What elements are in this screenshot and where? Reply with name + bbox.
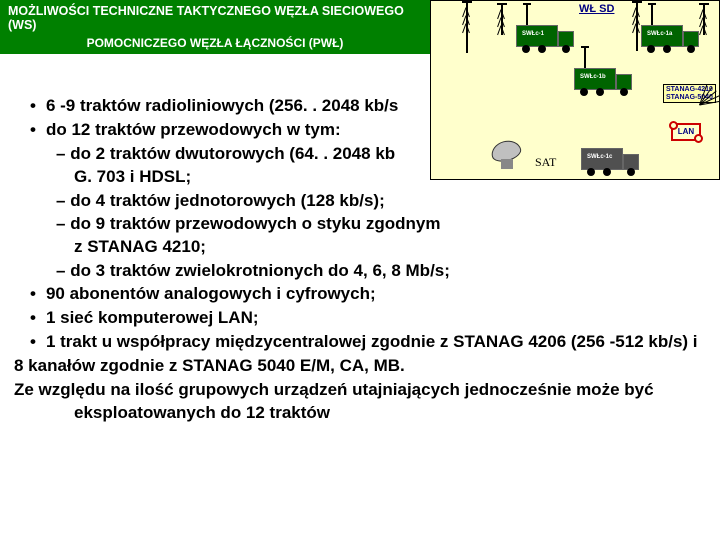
truck-label: SWŁc-1a — [647, 31, 672, 37]
bullet-l1-7: 1 sieć komputerowej LAN; — [14, 306, 706, 330]
diagram-title: WŁ SD — [579, 3, 614, 15]
slide-header: MOŻLIWOŚCI TECHNICZNE TAKTYCZNEGO WĘZŁA … — [0, 0, 430, 54]
bullet-text: 1 trakt u współpracy międzycentralowej z… — [14, 332, 698, 375]
truck-icon-3: SWŁc-1c — [581, 144, 641, 174]
header-line-2: POMOCNICZEGO WĘZŁA ŁĄCZNOŚCI (PWŁ) — [8, 36, 422, 50]
bullet-l1-6: 90 abonentów analogowych i cyfrowych; — [14, 282, 706, 306]
final-paragraph: Ze względu na ilość grupowych urządzeń u… — [14, 378, 706, 425]
antenna-mast-1 — [501, 5, 503, 35]
header-line-1: MOŻLIWOŚCI TECHNICZNE TAKTYCZNEGO WĘZŁA … — [8, 4, 422, 32]
bullet-text: do 12 traktów przewodowych w tym: — [46, 120, 341, 139]
bullet-text: 6 -9 traktów radioliniowych (256. . 2048… — [46, 96, 398, 115]
bullet-text: 90 abonentów analogowych i cyfrowych; — [46, 284, 376, 303]
network-diagram: WŁ SD SWŁc-1SWŁc-1aSWŁc-1bSWŁc-1cSATLANS… — [430, 0, 720, 180]
truck-label: SWŁc-1b — [580, 74, 606, 80]
truck-icon-2: SWŁc-1b — [574, 64, 634, 94]
bullet-l2-3: do 4 traktów jednotorowych (128 kb/s); — [14, 189, 706, 212]
bullet-l1-8: 1 trakt u współpracy międzycentralowej z… — [14, 330, 706, 378]
truck-icon-1: SWŁc-1a — [641, 21, 701, 51]
bullet-text: 1 sieć komputerowej LAN; — [46, 308, 259, 327]
sat-label: SAT — [535, 155, 556, 170]
truck-label: SWŁc-1c — [587, 154, 612, 160]
antenna-mast-3 — [703, 5, 705, 35]
antenna-mast-0 — [466, 3, 468, 53]
truck-label: SWŁc-1 — [522, 31, 544, 37]
antenna-mast-2 — [636, 3, 638, 51]
bullet-l2-5: do 3 traktów zwielokrotnionych do 4, 6, … — [14, 259, 706, 282]
bullet-l2-4: do 9 traktów przewodowych o styku zgodny… — [14, 212, 706, 259]
truck-icon-0: SWŁc-1 — [516, 21, 576, 51]
lan-box: LAN — [671, 123, 701, 141]
